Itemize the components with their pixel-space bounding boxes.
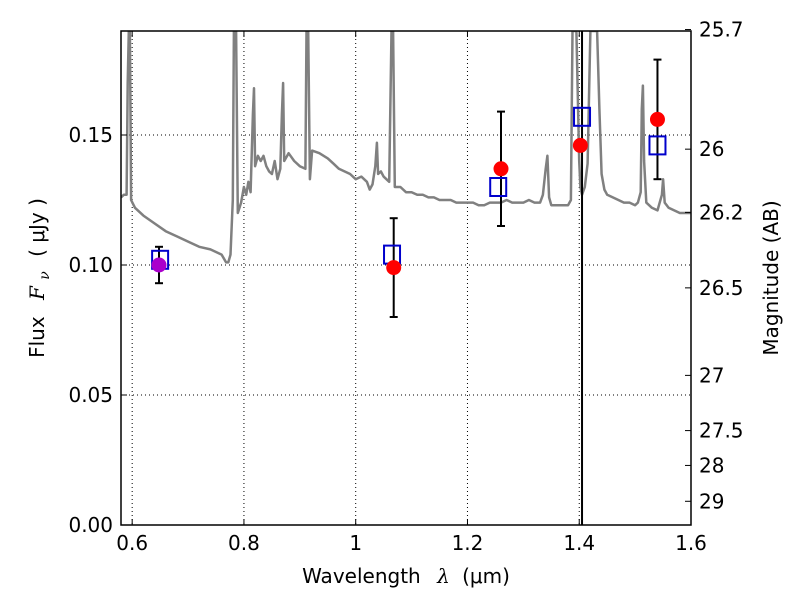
plot-frame (120, 30, 692, 526)
x-axis-label-prefix: Wavelength (302, 564, 421, 588)
spectrum-line (121, 31, 691, 264)
y-axis-label-subscript: ν (37, 271, 53, 280)
y-tick-label: 0.05 (68, 383, 113, 407)
observed-flux-point (572, 137, 588, 153)
magnitude-tick-label: 29 (699, 489, 724, 513)
x-axis-label-unit: (μm) (462, 564, 510, 588)
y-axis-label-unit: ( μJy ) (25, 198, 49, 257)
y-tick-label: 0.10 (68, 253, 113, 277)
model-spectrum (121, 31, 691, 264)
y-tick-label: 0.15 (68, 123, 113, 147)
model-photometry-square (648, 135, 667, 156)
grid-lines (121, 31, 692, 525)
y-axis-ticks: 0.00 0.05 0.10 0.15 (68, 123, 127, 537)
y-axis-label-symbol: F (25, 285, 49, 301)
observed-flux-point (493, 161, 509, 177)
magnitude-tick-label: 26.5 (699, 276, 744, 300)
x-tick-label: 1.2 (452, 531, 484, 555)
observed-flux-point (151, 257, 167, 273)
x-axis-label-lambda: λ (436, 564, 450, 588)
x-axis-ticks: 0.6 0.8 1 1.2 1.4 1.6 (116, 31, 707, 555)
observed-flux-point (386, 260, 402, 276)
magnitude-tick-label: 26.2 (699, 200, 744, 224)
magnitude-axis-ticks: 25.7 26 26.2 26.5 27 27.5 28 29 (685, 18, 744, 513)
magnitude-tick-label: 25.7 (699, 18, 744, 42)
magnitude-tick-label: 27.5 (699, 419, 744, 443)
observed-flux-point (649, 111, 665, 127)
x-tick-label: 1.6 (675, 531, 707, 555)
x-tick-label: 1.4 (563, 531, 595, 555)
y-tick-label: 0.00 (68, 513, 113, 537)
x-tick-label: 1 (349, 531, 362, 555)
magnitude-tick-label: 26 (699, 137, 724, 161)
y-axis-label-prefix: Flux (25, 316, 49, 358)
x-axis-label: Wavelength λ (μm) (302, 564, 510, 588)
magnitude-axis-label: Magnitude (AB) (759, 200, 783, 355)
x-tick-label: 0.8 (228, 531, 260, 555)
model-photometry-square (489, 177, 508, 197)
magnitude-tick-label: 27 (699, 363, 724, 387)
x-tick-label: 0.6 (116, 531, 148, 555)
model-photometry-square (573, 106, 592, 127)
y-axis-label: Flux F ν ( μJy ) (25, 198, 54, 358)
observed-flux-markers (151, 111, 665, 276)
magnitude-tick-label: 28 (699, 453, 724, 477)
